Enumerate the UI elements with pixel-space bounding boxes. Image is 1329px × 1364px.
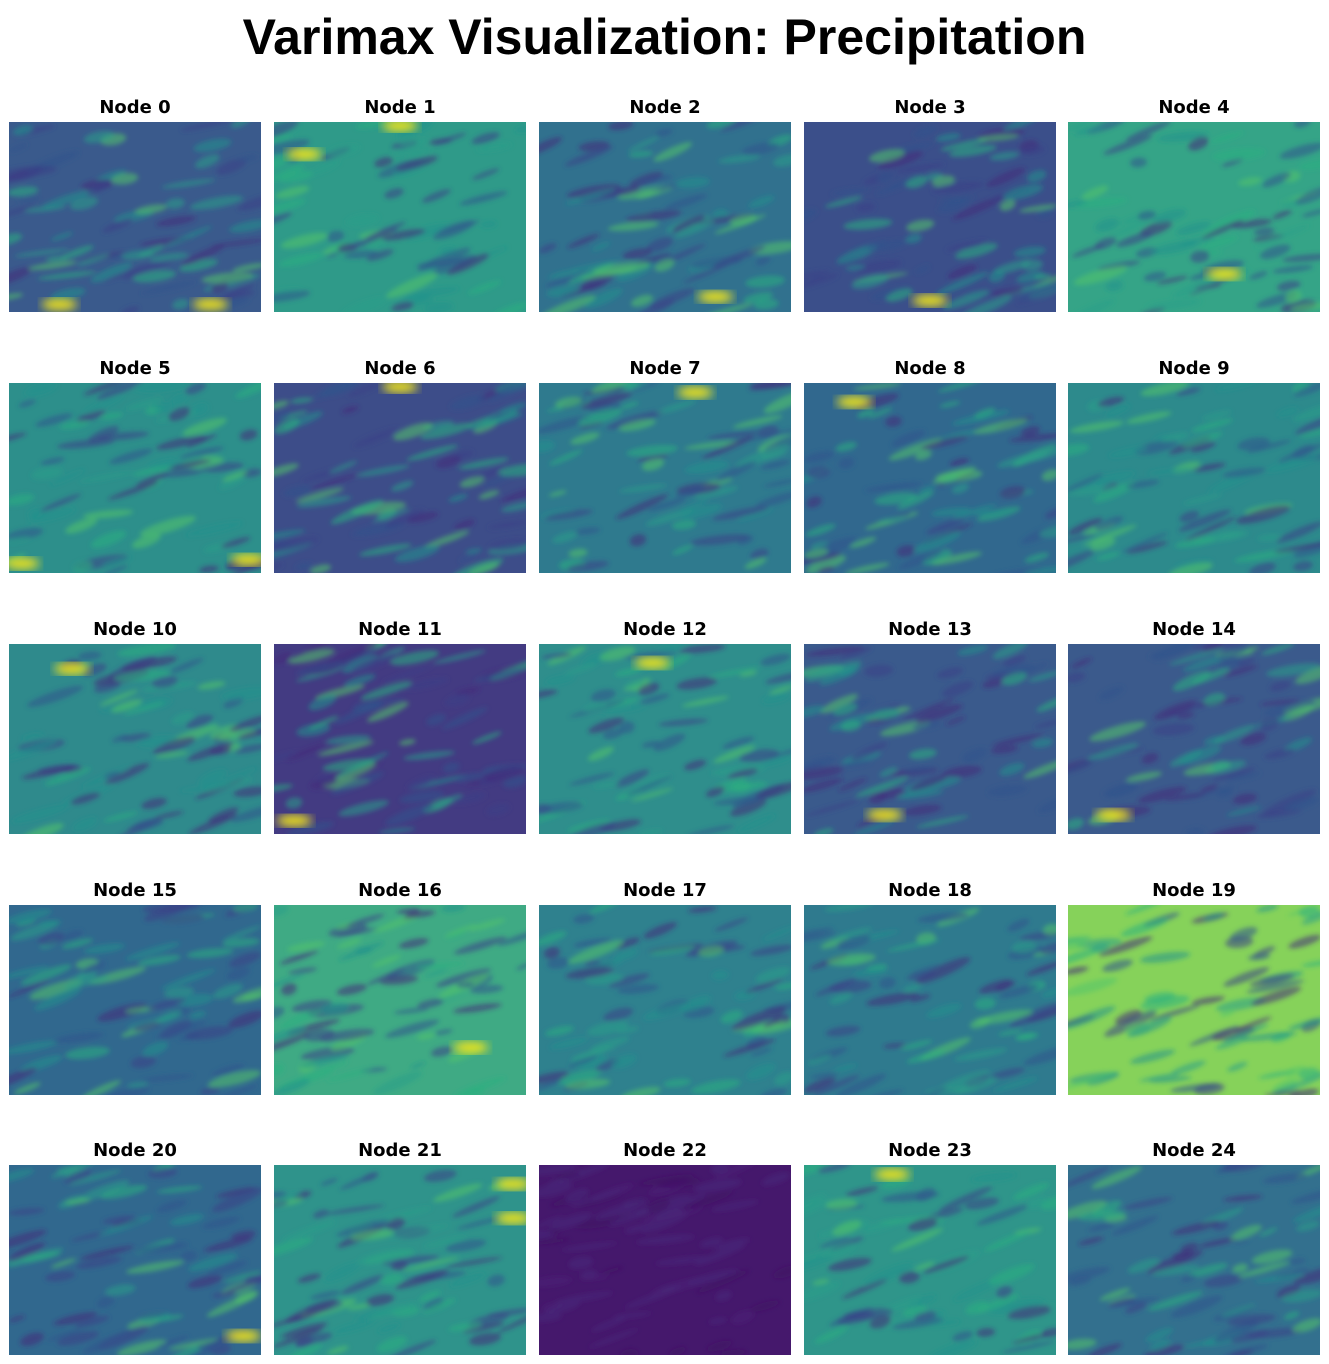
heatmap-panel [274, 1165, 526, 1355]
heatmap-panel [539, 644, 791, 834]
panel-title: Node 14 [1152, 619, 1236, 640]
panel-title: Node 1 [364, 97, 436, 118]
panel-title: Node 19 [1152, 880, 1236, 901]
heatmap-panel [9, 122, 261, 312]
panel-title: Node 12 [623, 619, 707, 640]
heatmap-panel [1068, 905, 1320, 1095]
heatmap-panel [804, 1165, 1056, 1355]
panel-title: Node 5 [99, 358, 171, 379]
heatmap-panel [539, 383, 791, 573]
panel-title: Node 8 [894, 358, 966, 379]
panel-title: Node 22 [623, 1140, 707, 1161]
heatmap-panel [1068, 644, 1320, 834]
heatmap-panel [274, 905, 526, 1095]
figure-title: Varimax Visualization: Precipitation [242, 9, 1087, 65]
panel-title: Node 11 [358, 619, 442, 640]
panel-title: Node 6 [364, 358, 436, 379]
heatmap-panel [9, 905, 261, 1095]
heatmap-panel [274, 644, 526, 834]
panel-title: Node 0 [99, 97, 171, 118]
panel-title: Node 16 [358, 880, 442, 901]
heatmap-panel [1068, 1165, 1320, 1355]
heatmap-panel [274, 122, 526, 312]
panel-title: Node 15 [93, 880, 177, 901]
heatmap-panel [539, 122, 791, 312]
panel-title: Node 2 [629, 97, 701, 118]
heatmap-panel [1068, 383, 1320, 573]
heatmap-panel [539, 1165, 791, 1355]
panel-title: Node 21 [358, 1140, 442, 1161]
heatmap-panel [1068, 122, 1320, 312]
panel-title: Node 3 [894, 97, 966, 118]
panel-title: Node 13 [888, 619, 972, 640]
panel-title: Node 10 [93, 619, 177, 640]
panel-title: Node 18 [888, 880, 972, 901]
heatmap-panel [804, 905, 1056, 1095]
heatmap-panel [9, 383, 261, 573]
heatmap-panel [539, 905, 791, 1095]
heatmap-panel [9, 644, 261, 834]
panel-title: Node 24 [1152, 1140, 1236, 1161]
heatmap-panel [804, 122, 1056, 312]
panel-title: Node 20 [93, 1140, 177, 1161]
panel-title: Node 4 [1158, 97, 1230, 118]
heatmap-panel [274, 383, 526, 573]
panel-title: Node 23 [888, 1140, 972, 1161]
panel-title: Node 7 [629, 358, 701, 379]
heatmap-panel [9, 1165, 261, 1355]
panel-title: Node 9 [1158, 358, 1230, 379]
panel-title: Node 17 [623, 880, 707, 901]
heatmap-panel [804, 383, 1056, 573]
heatmap-panel [804, 644, 1056, 834]
